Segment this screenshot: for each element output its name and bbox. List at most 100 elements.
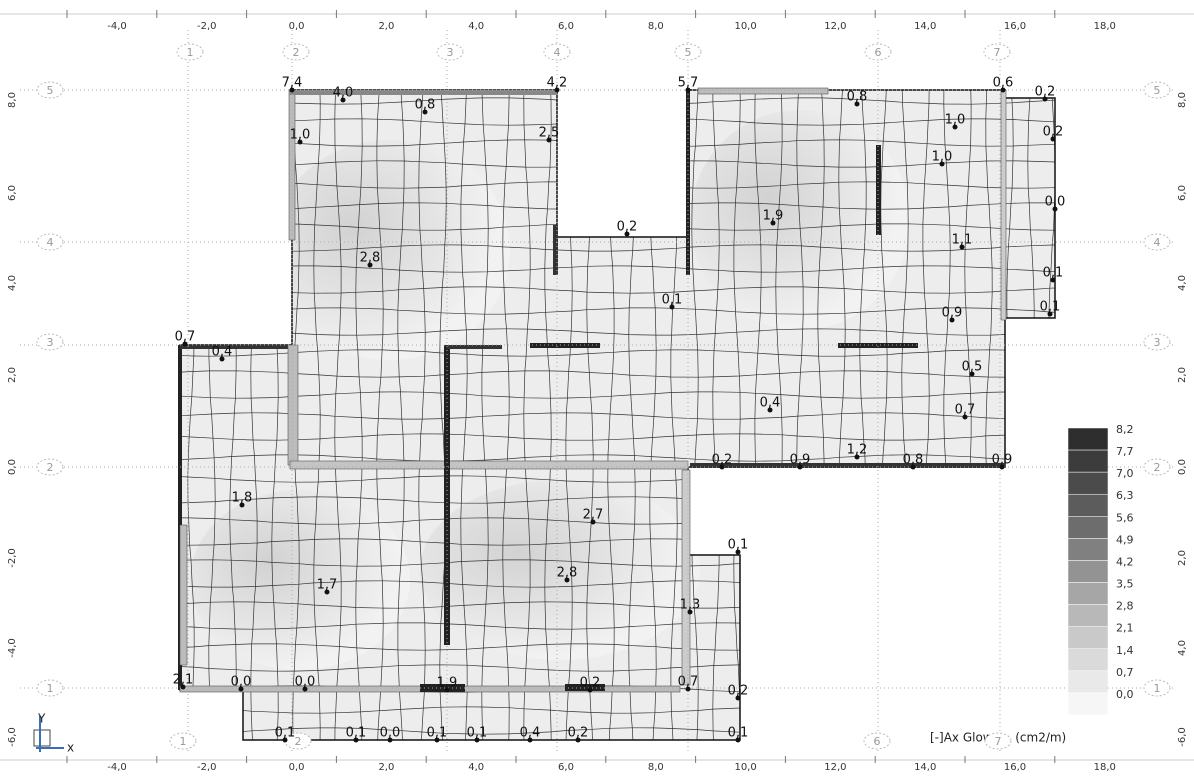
value-label: 0,2 (568, 726, 589, 741)
grid-axis-bubble (36, 679, 64, 697)
grid-axis-label: 7 (995, 735, 1002, 748)
right-axis-label: -6,0 (1177, 727, 1188, 747)
value-point (182, 341, 188, 347)
value-label: 0,1 (1043, 266, 1064, 281)
value-label: 0,1 (662, 293, 683, 308)
value-label: 4,0 (333, 86, 354, 101)
value-point (238, 686, 244, 692)
value-point (939, 161, 945, 167)
mesh-line (418, 90, 426, 740)
value-point (590, 519, 596, 525)
icon-box (33, 729, 51, 747)
value-label: 0,1 (427, 726, 448, 741)
legend-swatch (1067, 516, 1109, 539)
legend-label: 1,4 (1116, 644, 1134, 657)
legend-label: 2,8 (1116, 600, 1134, 613)
value-point (1042, 96, 1048, 102)
value-label: 0,2 (1043, 125, 1064, 140)
value-label: 0,9 (992, 453, 1013, 468)
grid-axis-bubble (1143, 679, 1171, 697)
value-label: 1,0 (932, 150, 953, 165)
value-point (554, 87, 560, 93)
grid-axis-bubble (1143, 233, 1171, 251)
value-label: 0,0 (380, 726, 401, 741)
wall (697, 87, 829, 95)
value-point (735, 549, 741, 555)
value-point (1047, 311, 1053, 317)
mesh-line (397, 90, 405, 740)
left-axis-label: 2,0 (7, 367, 18, 383)
value-point (735, 695, 741, 701)
grid-axis-label: 3 (47, 336, 54, 349)
value-label: 1,7 (317, 578, 338, 593)
grid-axis-label: 3 (447, 46, 454, 59)
bottom-axis-label: -2,0 (197, 762, 217, 773)
value-point (180, 684, 186, 690)
value-label: 0,8 (415, 98, 436, 113)
value-label: 1,3 (680, 598, 701, 613)
value-point (767, 407, 773, 413)
icon-x-label: x (67, 741, 74, 755)
value-label: 4,2 (547, 76, 568, 91)
value-label: 0,9 (942, 306, 963, 321)
value-label: 0,1 (1040, 300, 1061, 315)
grid-axis-bubble (543, 43, 571, 61)
mesh-line (523, 90, 531, 740)
mesh-line (502, 90, 510, 740)
bottom-axis-label: 4,0 (468, 762, 484, 773)
value-label: 0,2 (728, 684, 749, 699)
value-label: 1,0 (945, 113, 966, 128)
value-label: 0,0 (295, 675, 316, 690)
value-label: 0,8 (847, 90, 868, 105)
grid-axis-label: 3 (1154, 336, 1161, 349)
value-point (854, 454, 860, 460)
grid-axis-bubble (1143, 333, 1171, 351)
value-label: 1,2 (847, 443, 868, 458)
legend-label: 6,3 (1116, 489, 1134, 502)
value-label: 0,7 (678, 675, 699, 690)
bottom-axis-label: 6,0 (558, 762, 574, 773)
left-axis-label: -6,0 (7, 727, 18, 747)
wall (553, 225, 558, 275)
grid-axis-label: 1 (47, 682, 54, 695)
value-point (687, 609, 693, 615)
left-axis-label: 4,0 (7, 275, 18, 291)
value-label: 0,7 (175, 330, 196, 345)
wall (180, 345, 290, 349)
value-point (474, 737, 480, 743)
grid-axis-label: 5 (47, 84, 54, 97)
grid-axis-label: 2 (1154, 461, 1161, 474)
value-point (340, 97, 346, 103)
grid-axis-label: 2 (295, 735, 302, 748)
legend-label: 3,5 (1116, 578, 1134, 591)
top-axis-label: 2,0 (378, 21, 394, 32)
value-point (949, 317, 955, 323)
value-point (797, 464, 803, 470)
value-label: 0,1 (275, 726, 296, 741)
grid-axis-label: 4 (554, 46, 561, 59)
right-axis-label: 2,0 (1177, 367, 1188, 383)
mesh-line (1133, 83, 1139, 783)
grid-axis-bubble (674, 43, 702, 61)
bottom-axis-label: 14,0 (914, 762, 936, 773)
value-label: 0,6 (993, 76, 1014, 91)
top-axis-label: -2,0 (197, 21, 217, 32)
grid-axis-label: 6 (875, 46, 882, 59)
grid-axis-label: 4 (47, 236, 54, 249)
legend-swatch (1067, 648, 1109, 672)
legend-label: 0,7 (1116, 666, 1134, 679)
grid-axis-bubble (983, 43, 1011, 61)
grid-axis-bubble (36, 458, 64, 476)
value-label: 0,1 (346, 726, 367, 741)
value-label: 0,9 (790, 453, 811, 468)
left-axis-label: -2,0 (7, 548, 18, 568)
right-axis-label: 6,0 (1177, 185, 1188, 201)
legend-swatch (1067, 582, 1109, 605)
value-point (1000, 87, 1006, 93)
top-axis-label: 10,0 (734, 21, 756, 32)
value-label: 0,4 (212, 345, 233, 360)
shade (190, 490, 410, 670)
value-point (387, 737, 393, 743)
bottom-axis-label: 0,0 (289, 762, 305, 773)
grid-axis-label: 1 (1154, 682, 1161, 695)
